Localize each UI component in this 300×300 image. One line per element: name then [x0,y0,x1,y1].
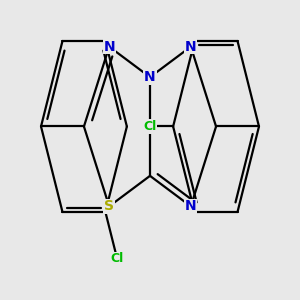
Text: Cl: Cl [111,253,124,266]
Text: N: N [103,40,115,54]
Text: S: S [104,199,114,213]
Text: N: N [185,199,196,213]
Text: Cl: Cl [143,120,156,133]
Text: N: N [144,70,156,84]
Text: N: N [185,40,196,54]
